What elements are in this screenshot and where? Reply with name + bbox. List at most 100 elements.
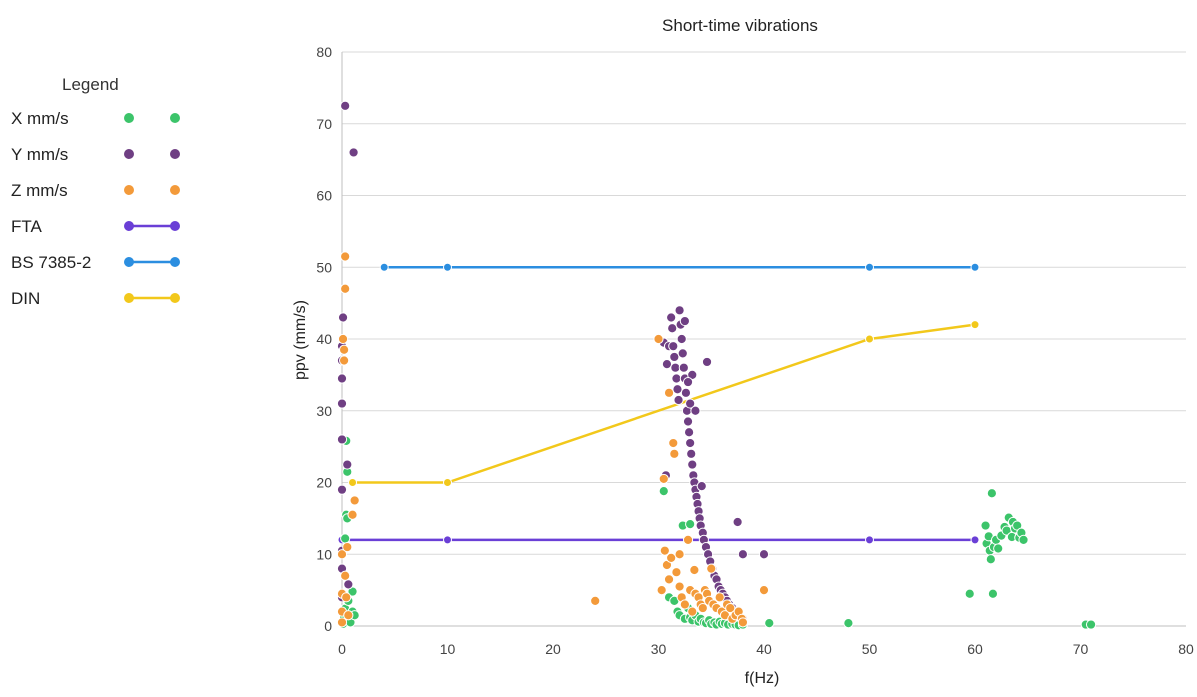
scatter-point-z [725, 602, 736, 614]
legend-swatch-marker-bs-7385-2 [170, 257, 180, 267]
scatter-point-y [336, 484, 348, 495]
legend-label-bs-7385-2: BS 7385-2 [11, 253, 91, 272]
scatter-point-x [985, 554, 996, 565]
line-marker-fta [443, 535, 452, 545]
gridlines [342, 51, 1186, 555]
legend-label-x-mm-s: X mm/s [11, 109, 69, 128]
scatter-point-y [758, 549, 770, 560]
line-marker-bs-7385-2 [379, 262, 389, 272]
scatter-point-y [678, 362, 689, 373]
scatter-point-y [737, 549, 749, 560]
scatter-point-z [697, 602, 708, 614]
y-tick-label: 60 [316, 188, 332, 204]
scatter-point-x [764, 618, 775, 629]
y-tick-label: 0 [324, 618, 332, 634]
legend-swatch-marker-y-mm-s [124, 149, 134, 159]
scatter-point-z [336, 549, 348, 560]
legend: Legend X mm/s Y mm/s Z mm/s FTA BS 7385-2 DIN [11, 75, 180, 308]
legend-label-fta: FTA [11, 217, 43, 236]
scatter-point-y [661, 359, 673, 370]
scatter-point-z [343, 610, 354, 621]
scatter-point-z [663, 387, 675, 398]
scatter-point-z [663, 574, 675, 585]
legend-swatch-marker-bs-7385-2 [124, 257, 134, 267]
scatter-point-y [343, 579, 354, 590]
scatter-point-z [339, 355, 350, 366]
scatter-point-y [696, 480, 707, 492]
scatter-point-y [687, 459, 698, 470]
scatter-point-z [674, 581, 685, 592]
legend-swatch-marker-fta [170, 221, 180, 231]
scatter-point-z [340, 251, 351, 262]
scatter-point-y [668, 341, 679, 352]
line-marker-bs-7385-2 [865, 262, 874, 272]
scatter-point-x [340, 533, 351, 544]
scatter-point-y [336, 398, 348, 409]
line-marker-bs-7385-2 [970, 262, 980, 272]
legend-swatch-marker-din [124, 293, 134, 303]
scatter-point-z [340, 283, 351, 294]
y-tick-label: 10 [316, 546, 332, 562]
line-marker-fta [865, 535, 874, 545]
scatter-point-y [685, 398, 696, 409]
scatter-point-z [687, 606, 698, 617]
axes: 0 10 20 30 40 50 60 70 80 0 10 20 30 40 50 60 70 80 [316, 44, 1194, 657]
scatter-point-y [732, 516, 743, 528]
scatter-point-y [340, 100, 351, 111]
scatter-point-z [340, 570, 351, 581]
x-tick-label: 20 [545, 641, 561, 657]
legend-swatch-marker-din [170, 293, 180, 303]
scatter-point-y [690, 405, 701, 416]
scatter-point-z [682, 534, 694, 546]
scatter-points [336, 100, 1097, 631]
y-tick-label: 30 [316, 403, 332, 419]
scatter-point-z [659, 545, 670, 556]
legend-swatch-marker-z-mm-s [170, 185, 180, 195]
y-axis-title: ppv (mm/s) [292, 300, 309, 380]
scatter-point-z [656, 585, 667, 596]
legend-title: Legend [62, 75, 119, 94]
line-marker-din [443, 478, 452, 487]
line-marker-din [348, 478, 358, 487]
scatter-point-z [336, 617, 348, 628]
threshold-lines [337, 262, 980, 545]
y-tick-label: 80 [316, 44, 332, 60]
line-marker-din [970, 320, 980, 330]
legend-swatch-marker-z-mm-s [124, 185, 134, 195]
scatter-point-z [674, 549, 685, 560]
x-tick-label: 80 [1178, 641, 1194, 657]
scatter-point-y [682, 376, 694, 388]
scatter-point-z [689, 564, 700, 576]
scatter-point-x [658, 486, 669, 497]
x-tick-label: 60 [967, 641, 983, 657]
scatter-point-x [980, 520, 991, 531]
scatter-point-y [680, 387, 692, 398]
scatter-point-x [1018, 534, 1029, 546]
scatter-point-y [676, 333, 687, 345]
scatter-point-z [337, 333, 349, 345]
x-tick-label: 0 [338, 641, 346, 657]
scatter-point-z [758, 585, 770, 596]
legend-swatch-marker-x-mm-s [170, 113, 180, 123]
line-marker-fta [970, 535, 980, 545]
scatter-point-x [964, 588, 975, 599]
scatter-point-y [337, 312, 349, 323]
scatter-point-y [672, 384, 683, 395]
legend-items: X mm/s Y mm/s Z mm/s FTA BS 7385-2 DIN [11, 109, 180, 308]
legend-label-z-mm-s: Z mm/s [11, 181, 68, 200]
x-tick-label: 70 [1073, 641, 1089, 657]
scatter-point-y [674, 305, 685, 316]
scatter-point-y [669, 351, 680, 363]
scatter-point-z [737, 617, 749, 628]
scatter-point-x [993, 543, 1004, 554]
scatter-point-y [667, 323, 678, 334]
scatter-point-y [670, 362, 681, 373]
scatter-point-z [714, 592, 725, 603]
legend-swatch-marker-fta [124, 221, 134, 231]
x-tick-label: 10 [440, 641, 456, 657]
scatter-point-z [679, 599, 690, 610]
legend-label-din: DIN [11, 289, 40, 308]
scatter-point-y [336, 434, 348, 445]
scatter-point-y [666, 312, 677, 323]
